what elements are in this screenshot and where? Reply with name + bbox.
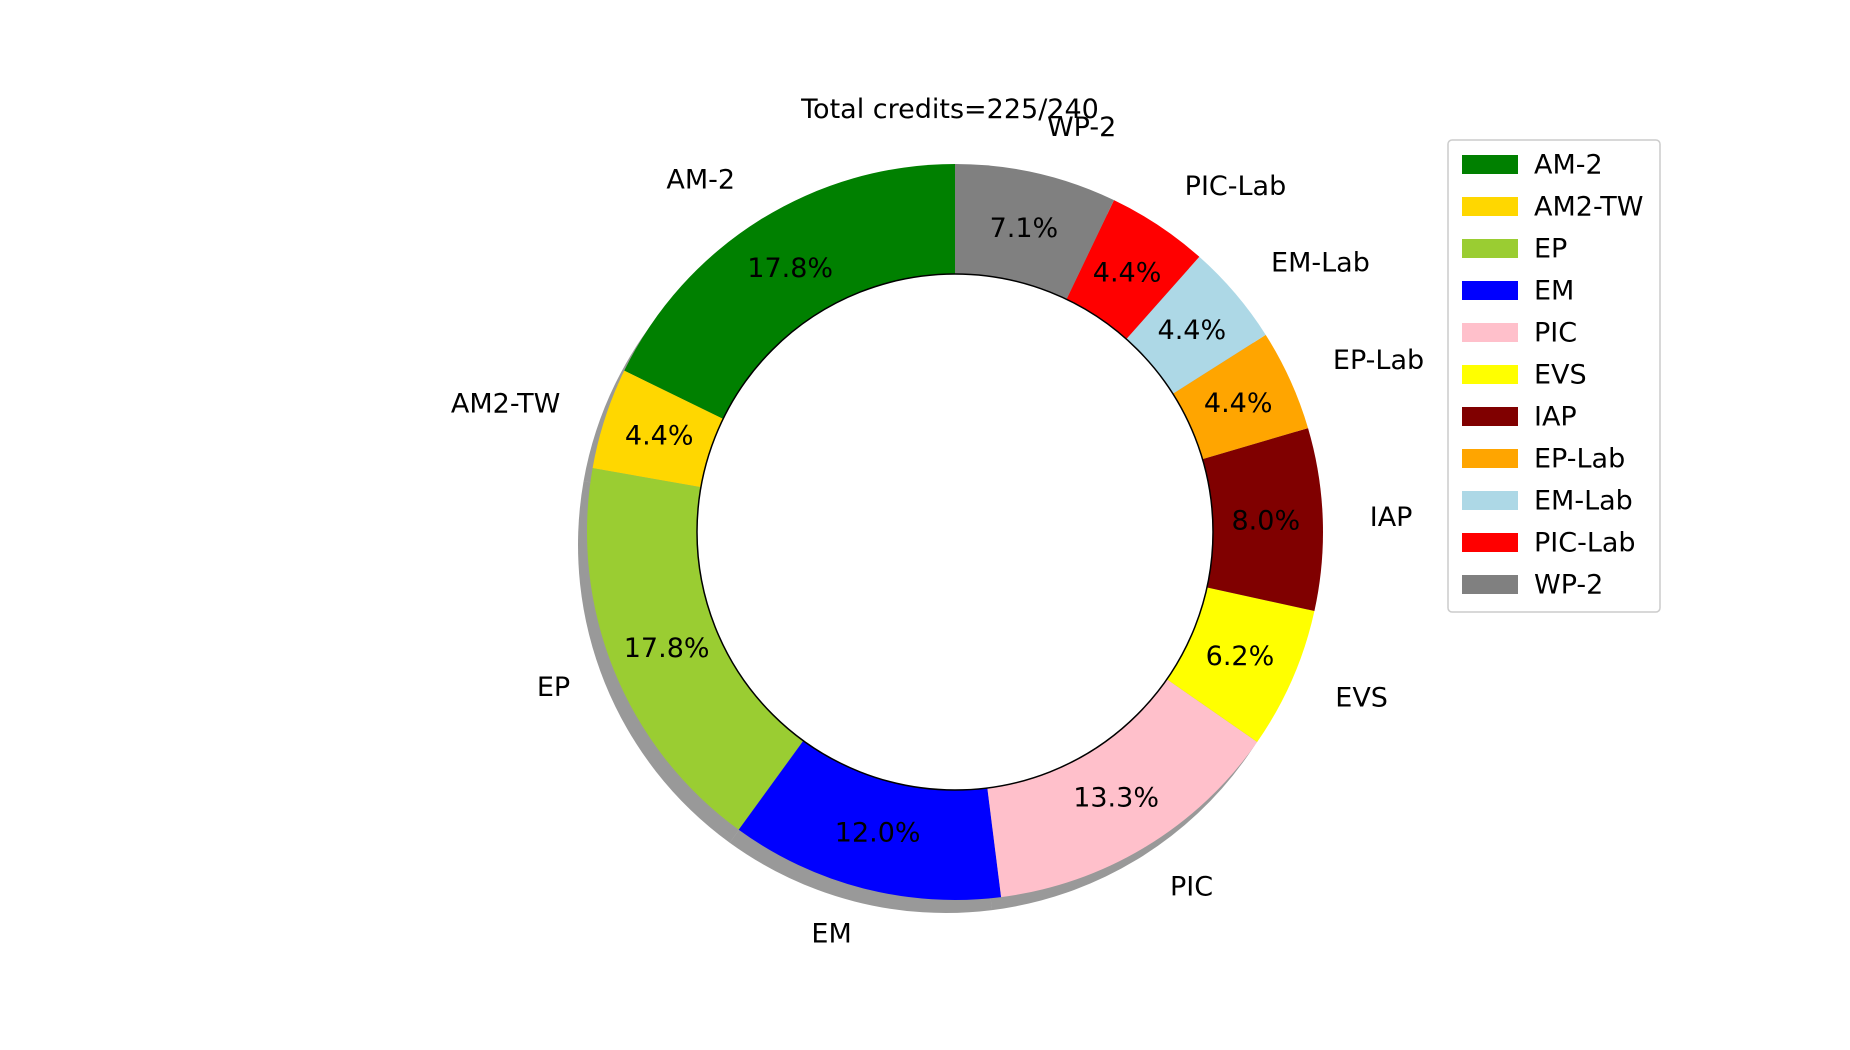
percent-label-ep: 17.8% bbox=[624, 633, 710, 664]
percent-label-wp-2: 7.1% bbox=[990, 213, 1059, 244]
legend-swatch-evs bbox=[1462, 365, 1518, 384]
legend-swatch-ep bbox=[1462, 239, 1518, 258]
legend-swatch-pic-lab bbox=[1462, 533, 1518, 552]
legend-swatch-am-2 bbox=[1462, 155, 1518, 174]
legend-label-pic: PIC bbox=[1534, 318, 1577, 349]
percent-label-evs: 6.2% bbox=[1206, 641, 1275, 672]
legend-label-em: EM bbox=[1534, 276, 1574, 307]
category-label-am-2: AM-2 bbox=[666, 165, 735, 196]
category-label-ep-lab: EP-Lab bbox=[1333, 345, 1424, 376]
category-label-evs: EVS bbox=[1335, 683, 1388, 714]
legend-label-wp-2: WP-2 bbox=[1534, 570, 1603, 601]
legend: AM-2 AM2-TW EP EM PIC EVS IAP EP-Lab EM-Lab PIC-L… bbox=[1447, 139, 1661, 613]
legend-label-iap: IAP bbox=[1534, 402, 1577, 433]
chart-title: Total credits=225/240 bbox=[800, 94, 1099, 125]
legend-swatch-wp-2 bbox=[1462, 575, 1518, 594]
percent-label-pic: 13.3% bbox=[1073, 783, 1159, 814]
donut-hole bbox=[696, 273, 1214, 791]
category-label-pic: PIC bbox=[1170, 871, 1213, 902]
legend-label-em-lab: EM-Lab bbox=[1534, 486, 1633, 517]
category-label-pic-lab: PIC-Lab bbox=[1185, 171, 1287, 202]
percent-label-pic-lab: 4.4% bbox=[1093, 257, 1162, 288]
legend-swatch-em-lab bbox=[1462, 491, 1518, 510]
legend-label-evs: EVS bbox=[1534, 360, 1587, 391]
percent-label-em-lab: 4.4% bbox=[1158, 315, 1227, 346]
percent-label-am2-tw: 4.4% bbox=[625, 420, 694, 451]
category-label-em-lab: EM-Lab bbox=[1271, 248, 1370, 279]
legend-label-ep-lab: EP-Lab bbox=[1534, 444, 1625, 475]
category-label-am2-tw: AM2-TW bbox=[451, 388, 560, 419]
category-label-iap: IAP bbox=[1370, 502, 1413, 533]
percent-label-am-2: 17.8% bbox=[747, 253, 833, 284]
legend-swatch-em bbox=[1462, 281, 1518, 300]
percent-labels: 17.8% 4.4% 17.8% 12.0% 13.3% 6.2% 8.0% 4.4% 4.4%… bbox=[624, 213, 1300, 849]
legend-swatch-ep-lab bbox=[1462, 449, 1518, 468]
legend-label-pic-lab: PIC-Lab bbox=[1534, 528, 1636, 559]
percent-label-iap: 8.0% bbox=[1232, 506, 1301, 537]
legend-swatch-iap bbox=[1462, 407, 1518, 426]
percent-label-ep-lab: 4.4% bbox=[1204, 388, 1273, 419]
category-label-ep: EP bbox=[537, 672, 570, 703]
category-labels: AM-2 AM2-TW EP EM PIC EVS IAP EP-Lab EM-Lab PIC-L… bbox=[451, 112, 1424, 950]
legend-swatch-am2-tw bbox=[1462, 197, 1518, 216]
legend-label-am2-tw: AM2-TW bbox=[1534, 192, 1643, 223]
category-label-wp-2: WP-2 bbox=[1047, 112, 1116, 143]
percent-label-em: 12.0% bbox=[835, 818, 921, 849]
legend-label-am-2: AM-2 bbox=[1534, 150, 1603, 181]
category-label-em: EM bbox=[811, 918, 851, 949]
legend-swatch-pic bbox=[1462, 323, 1518, 342]
legend-label-ep: EP bbox=[1534, 234, 1567, 265]
